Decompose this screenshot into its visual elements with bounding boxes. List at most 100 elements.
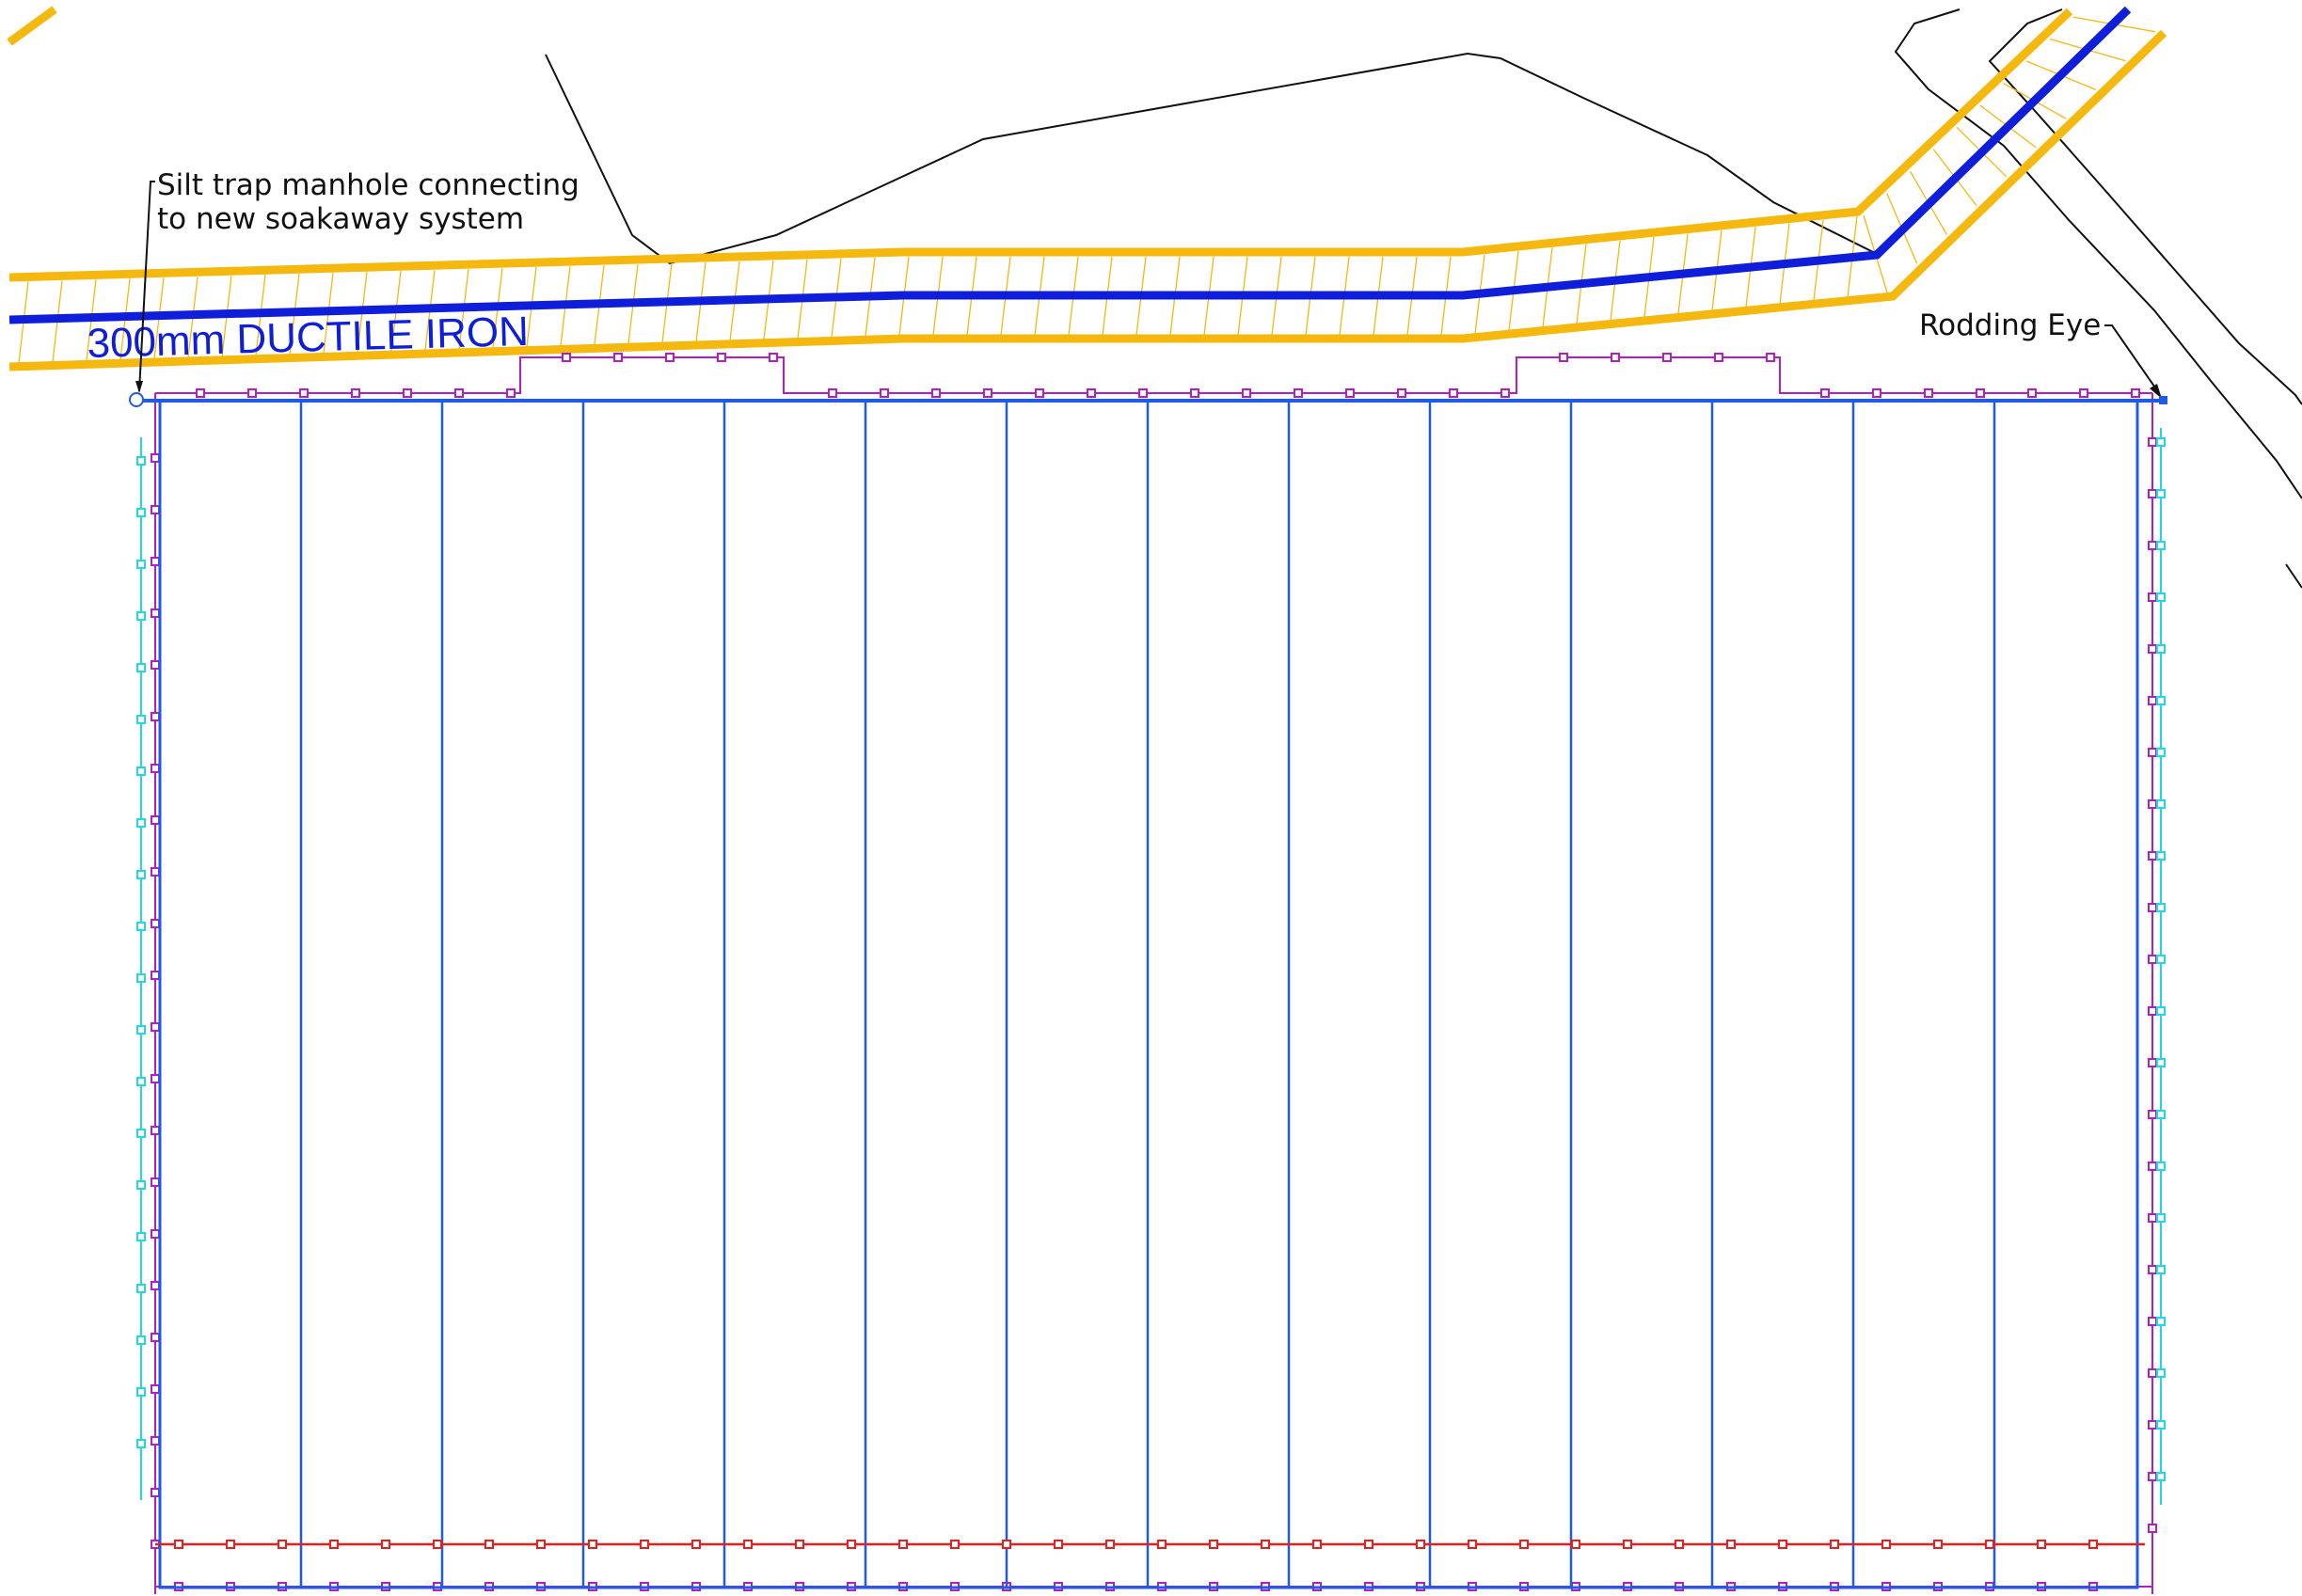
collector-marker bbox=[329, 1540, 339, 1549]
fence-post-marker bbox=[2148, 1524, 2157, 1533]
edge-marker bbox=[2156, 851, 2166, 861]
edge-marker bbox=[2156, 1265, 2166, 1274]
collector-marker bbox=[1933, 1540, 1943, 1549]
rodding-eye-leader bbox=[2104, 324, 2160, 394]
fence-post-marker bbox=[403, 388, 412, 398]
edge-marker bbox=[2156, 1472, 2166, 1481]
perimeter-fence-top bbox=[155, 356, 2152, 394]
perimeter-fence-markers bbox=[151, 353, 2157, 1591]
fence-post-marker bbox=[1976, 388, 1985, 398]
fence-post-marker bbox=[2148, 799, 2157, 809]
fence-post-marker bbox=[151, 1229, 160, 1239]
collector-marker bbox=[1985, 1540, 1994, 1549]
fence-post-marker bbox=[351, 388, 360, 398]
fence-post-marker bbox=[2148, 851, 2157, 861]
edge-marker bbox=[136, 508, 146, 517]
edge-marker bbox=[136, 1335, 146, 1345]
collector-marker bbox=[1261, 1540, 1270, 1549]
fence-post-marker bbox=[2148, 696, 2157, 705]
fence-post-marker bbox=[2148, 593, 2157, 602]
fence-post-marker bbox=[2148, 1368, 2157, 1378]
edge-marker bbox=[2156, 489, 2166, 498]
collector-marker bbox=[1675, 1540, 1684, 1549]
fence-post-marker bbox=[1190, 388, 1199, 398]
fence-post-marker bbox=[247, 388, 257, 398]
fence-post-marker bbox=[2131, 388, 2140, 398]
fence-post-marker bbox=[151, 712, 160, 721]
fence-post-marker bbox=[299, 388, 309, 398]
fence-post-marker bbox=[1872, 388, 1881, 398]
fence-post-marker bbox=[2148, 1110, 2157, 1119]
collector-marker bbox=[174, 1540, 183, 1549]
fence-post-marker bbox=[562, 353, 571, 362]
fence-post-marker bbox=[2148, 1265, 2157, 1274]
fence-post-marker bbox=[2148, 1472, 2157, 1481]
edge-marker bbox=[2156, 955, 2166, 964]
fence-post-marker bbox=[2027, 388, 2037, 398]
edge-marker bbox=[2156, 799, 2166, 809]
collector-marker bbox=[1002, 1540, 1011, 1549]
fence-post-marker bbox=[2148, 955, 2157, 964]
fence-post-marker bbox=[2148, 1058, 2157, 1067]
fence-post-marker bbox=[2148, 1006, 2157, 1016]
existing-boundary-line-3 bbox=[2285, 563, 2302, 589]
collector-marker bbox=[1209, 1540, 1218, 1549]
edge-marker bbox=[2156, 1317, 2166, 1326]
edge-marker bbox=[136, 1284, 146, 1293]
fence-post-marker bbox=[1662, 353, 1672, 362]
fence-post-marker bbox=[2079, 388, 2088, 398]
edge-marker bbox=[2156, 1368, 2166, 1378]
fence-post-marker bbox=[151, 608, 160, 618]
collector-marker bbox=[640, 1540, 649, 1549]
fence-post-marker bbox=[665, 353, 675, 362]
collector-marker bbox=[1830, 1540, 1839, 1549]
fence-post-marker bbox=[1766, 353, 1775, 362]
collector-marker bbox=[691, 1540, 701, 1549]
collector-marker bbox=[1054, 1540, 1063, 1549]
fence-post-marker bbox=[151, 815, 160, 825]
fence-post-marker bbox=[151, 919, 160, 928]
edge-marker bbox=[136, 611, 146, 621]
fence-post-marker bbox=[151, 1281, 160, 1290]
fence-post-marker bbox=[931, 388, 941, 398]
fence-post-marker bbox=[196, 388, 205, 398]
fence-post-marker bbox=[828, 388, 837, 398]
collector-marker bbox=[433, 1540, 442, 1549]
fence-post-marker bbox=[1559, 353, 1568, 362]
collector-marker bbox=[381, 1540, 390, 1549]
edge-marker bbox=[136, 922, 146, 931]
fence-post-marker bbox=[769, 353, 778, 362]
collector-marker bbox=[278, 1540, 287, 1549]
fence-post-marker bbox=[1500, 388, 1510, 398]
edge-marker bbox=[2156, 903, 2166, 912]
edge-marker bbox=[136, 973, 146, 983]
fence-post-marker bbox=[151, 1436, 160, 1446]
collector-marker bbox=[1416, 1540, 1425, 1549]
edge-marker bbox=[2156, 1058, 2166, 1067]
collector-marker bbox=[1519, 1540, 1529, 1549]
collector-marker bbox=[847, 1540, 856, 1549]
fence-post-marker bbox=[151, 660, 160, 670]
collector-marker bbox=[1364, 1540, 1373, 1549]
ductile-iron-pipe bbox=[8, 6, 2132, 324]
collector-marker bbox=[743, 1540, 753, 1549]
fence-post-marker bbox=[1714, 353, 1723, 362]
edge-marker bbox=[136, 1180, 146, 1190]
fence-post-marker bbox=[151, 867, 160, 877]
edge-marker bbox=[136, 715, 146, 724]
fence-post-marker bbox=[1242, 388, 1251, 398]
fence-post-marker bbox=[151, 1488, 160, 1497]
fence-post-marker bbox=[1611, 353, 1620, 362]
fence-post-marker bbox=[454, 388, 464, 398]
fence-post-marker bbox=[2148, 541, 2157, 550]
fence-post-marker bbox=[1345, 388, 1355, 398]
edge-marker bbox=[2156, 1006, 2166, 1016]
edge-marker bbox=[136, 870, 146, 879]
edge-marker bbox=[136, 1077, 146, 1086]
fence-post-marker bbox=[151, 1074, 160, 1083]
fence-post-marker bbox=[2148, 903, 2157, 912]
fence-post-marker bbox=[151, 1384, 160, 1394]
fence-post-marker bbox=[1449, 388, 1458, 398]
fence-post-marker bbox=[1035, 388, 1044, 398]
fence-post-marker bbox=[2148, 489, 2157, 498]
